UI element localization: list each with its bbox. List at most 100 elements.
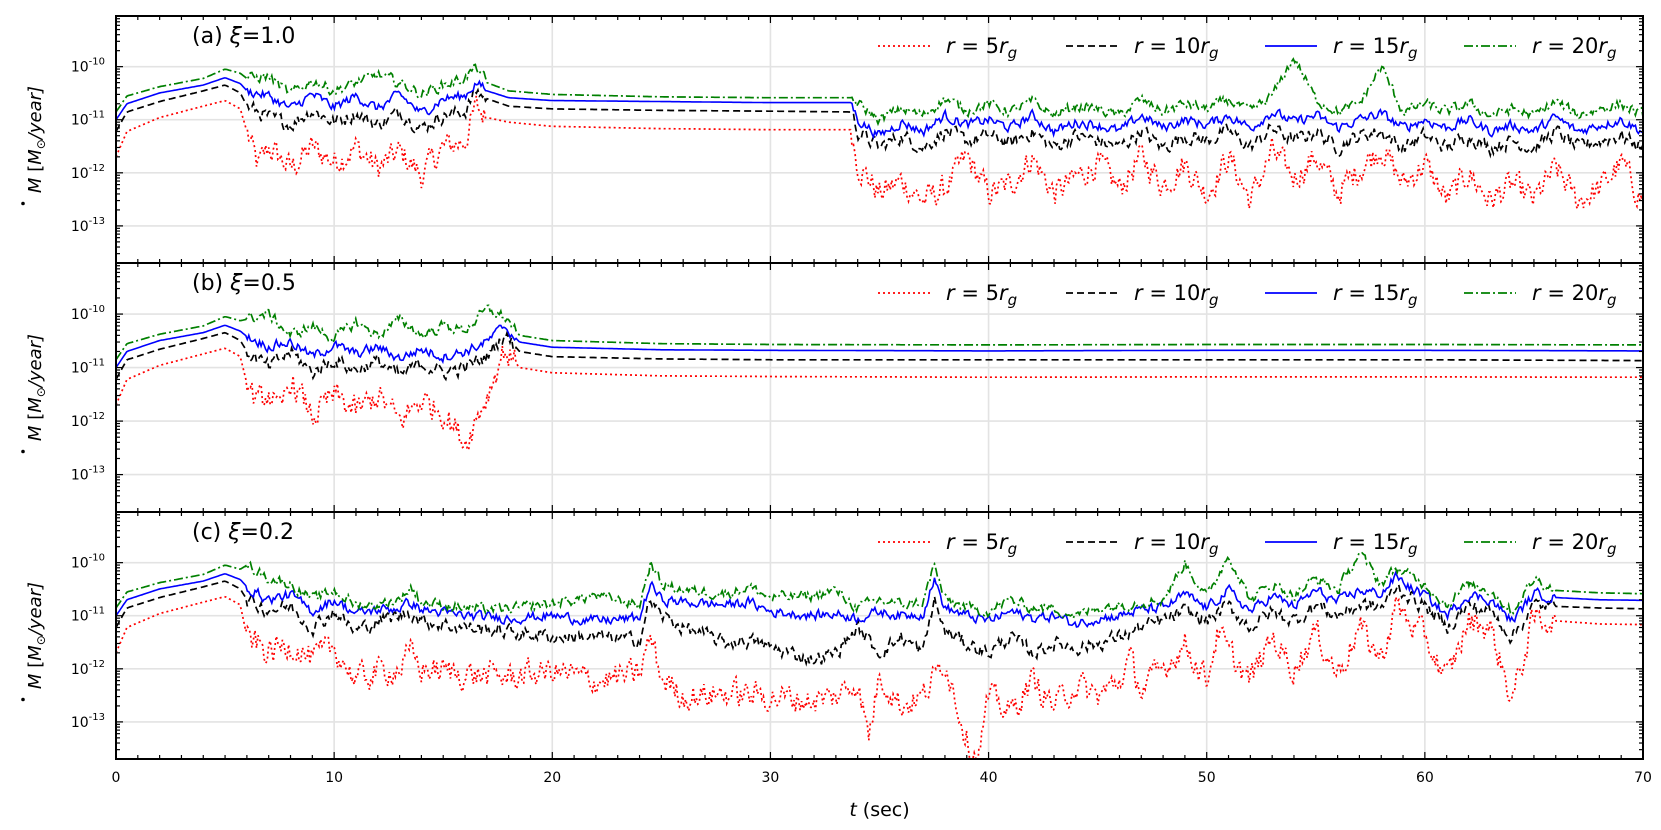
- legend-unit-sub: g: [1607, 44, 1617, 62]
- ylabel-unit: /year]: [25, 582, 46, 637]
- legend-unit-sub: g: [1209, 540, 1219, 558]
- y-tick-base: 10: [71, 60, 89, 76]
- y-tick-label: 10-11: [71, 110, 105, 129]
- x-tick-label: 30: [762, 770, 780, 786]
- y-tick-exponent: -11: [89, 358, 105, 369]
- ylabel-open: [: [25, 165, 46, 178]
- legend-label: r = 10rg: [1134, 34, 1218, 62]
- legend-var: r: [946, 530, 956, 554]
- panel-label-xi: ξ: [227, 520, 241, 545]
- y-ticks: [116, 511, 1643, 760]
- y-tick-base: 10: [71, 468, 89, 484]
- legend-label: r = 5rg: [946, 281, 1017, 309]
- legend-var: r: [946, 34, 956, 58]
- ylabel-dot: [21, 449, 25, 454]
- y-tick-exponent: -11: [89, 606, 105, 617]
- legend-unit-var: r: [1200, 530, 1210, 554]
- y-tick-base: 10: [71, 715, 89, 731]
- x-tick-label: 70: [1634, 770, 1652, 786]
- series-line-r15: [116, 324, 1643, 369]
- legend-unit-var: r: [999, 530, 1009, 554]
- x-tick-labels: 0 10 20 30 40 50 60 70: [112, 770, 1652, 786]
- series-group: [116, 57, 1643, 212]
- legend-label: r = 5rg: [946, 34, 1017, 62]
- series-group: [116, 551, 1643, 759]
- xlabel-var: t: [849, 799, 858, 821]
- series-line-r10: [116, 580, 1643, 667]
- panel-label-value: =0.2: [241, 520, 294, 545]
- legend-unit-var: r: [999, 281, 1009, 305]
- y-tick-label: 10-12: [71, 659, 105, 678]
- panel-label-letter: (c): [192, 520, 228, 545]
- legend-var: r: [1134, 281, 1144, 305]
- y-tick-label: 10-11: [71, 606, 105, 625]
- series-line-r5: [116, 95, 1643, 212]
- panel-label-value: =0.5: [242, 271, 295, 296]
- legend: r = 5rg r = 10rg r = 15rg r = 20rg: [878, 281, 1616, 309]
- legend-unit-var: r: [1598, 34, 1608, 58]
- ylabel-dot: [21, 201, 25, 206]
- legend-var: r: [1333, 530, 1343, 554]
- legend-var: r: [1333, 34, 1343, 58]
- x-tick-label: 10: [325, 770, 343, 786]
- series-group: [116, 304, 1643, 453]
- legend-var: r: [1532, 34, 1542, 58]
- x-tick-label: 60: [1416, 770, 1434, 786]
- legend-label: r = 15rg: [1333, 530, 1417, 558]
- y-axis-label: M [M⊙/year]: [25, 582, 48, 689]
- legend-value: = 15: [1342, 281, 1400, 305]
- legend-value: = 15: [1342, 34, 1400, 58]
- series-line-r5: [116, 345, 1643, 453]
- y-tick-exponent: -10: [89, 57, 105, 68]
- series-line-r10: [116, 84, 1643, 159]
- panel-label-value: =1.0: [242, 24, 295, 49]
- legend-unit-var: r: [1399, 34, 1409, 58]
- legend-unit-var: r: [1598, 281, 1608, 305]
- legend-unit-var: r: [999, 34, 1009, 58]
- ylabel-mdot: M: [25, 673, 46, 689]
- y-tick-exponent: -10: [89, 553, 105, 564]
- legend-unit-var: r: [1399, 281, 1409, 305]
- legend-var: r: [946, 281, 956, 305]
- legend-unit-var: r: [1200, 281, 1210, 305]
- grid: [116, 16, 1643, 263]
- ylabel-mdot: M: [25, 177, 46, 193]
- legend-unit-sub: g: [1008, 44, 1018, 62]
- panel-label: (b) ξ=0.5: [192, 271, 296, 296]
- legend-label: r = 10rg: [1134, 281, 1218, 309]
- grid: [116, 263, 1643, 512]
- legend: r = 5rg r = 10rg r = 15rg r = 20rg: [878, 530, 1616, 558]
- panel-label-letter: (b): [192, 271, 230, 296]
- y-tick-exponent: -11: [89, 110, 105, 121]
- legend-var: r: [1532, 530, 1542, 554]
- xlabel-unit: (sec): [857, 799, 910, 821]
- legend-value: = 10: [1143, 530, 1201, 554]
- y-tick-label: 10-10: [71, 57, 105, 76]
- legend-unit-var: r: [1399, 530, 1409, 554]
- ylabel-sun: ⊙: [34, 635, 48, 645]
- y-tick-exponent: -12: [89, 163, 105, 174]
- y-tick-base: 10: [71, 219, 89, 235]
- y-tick-label: 10-11: [71, 358, 105, 377]
- y-tick-base: 10: [71, 307, 89, 323]
- y-tick-base: 10: [71, 662, 89, 678]
- legend-unit-sub: g: [1607, 540, 1617, 558]
- panel-label-xi: ξ: [229, 24, 243, 49]
- y-tick-exponent: -12: [89, 659, 105, 670]
- legend-label: r = 15rg: [1333, 281, 1417, 309]
- legend-label: r = 20rg: [1532, 530, 1616, 558]
- legend-value: = 5: [955, 530, 999, 554]
- legend-unit-sub: g: [1008, 540, 1018, 558]
- y-tick-label: 10-12: [71, 163, 105, 182]
- panel-label: (c) ξ=0.2: [192, 520, 294, 545]
- legend-value: = 15: [1342, 530, 1400, 554]
- y-tick-base: 10: [71, 166, 89, 182]
- x-tick-label: 20: [543, 770, 561, 786]
- legend-unit-sub: g: [1209, 291, 1219, 309]
- legend-label: r = 20rg: [1532, 34, 1616, 62]
- legend-unit-sub: g: [1408, 44, 1418, 62]
- y-tick-label: 10-10: [71, 304, 105, 323]
